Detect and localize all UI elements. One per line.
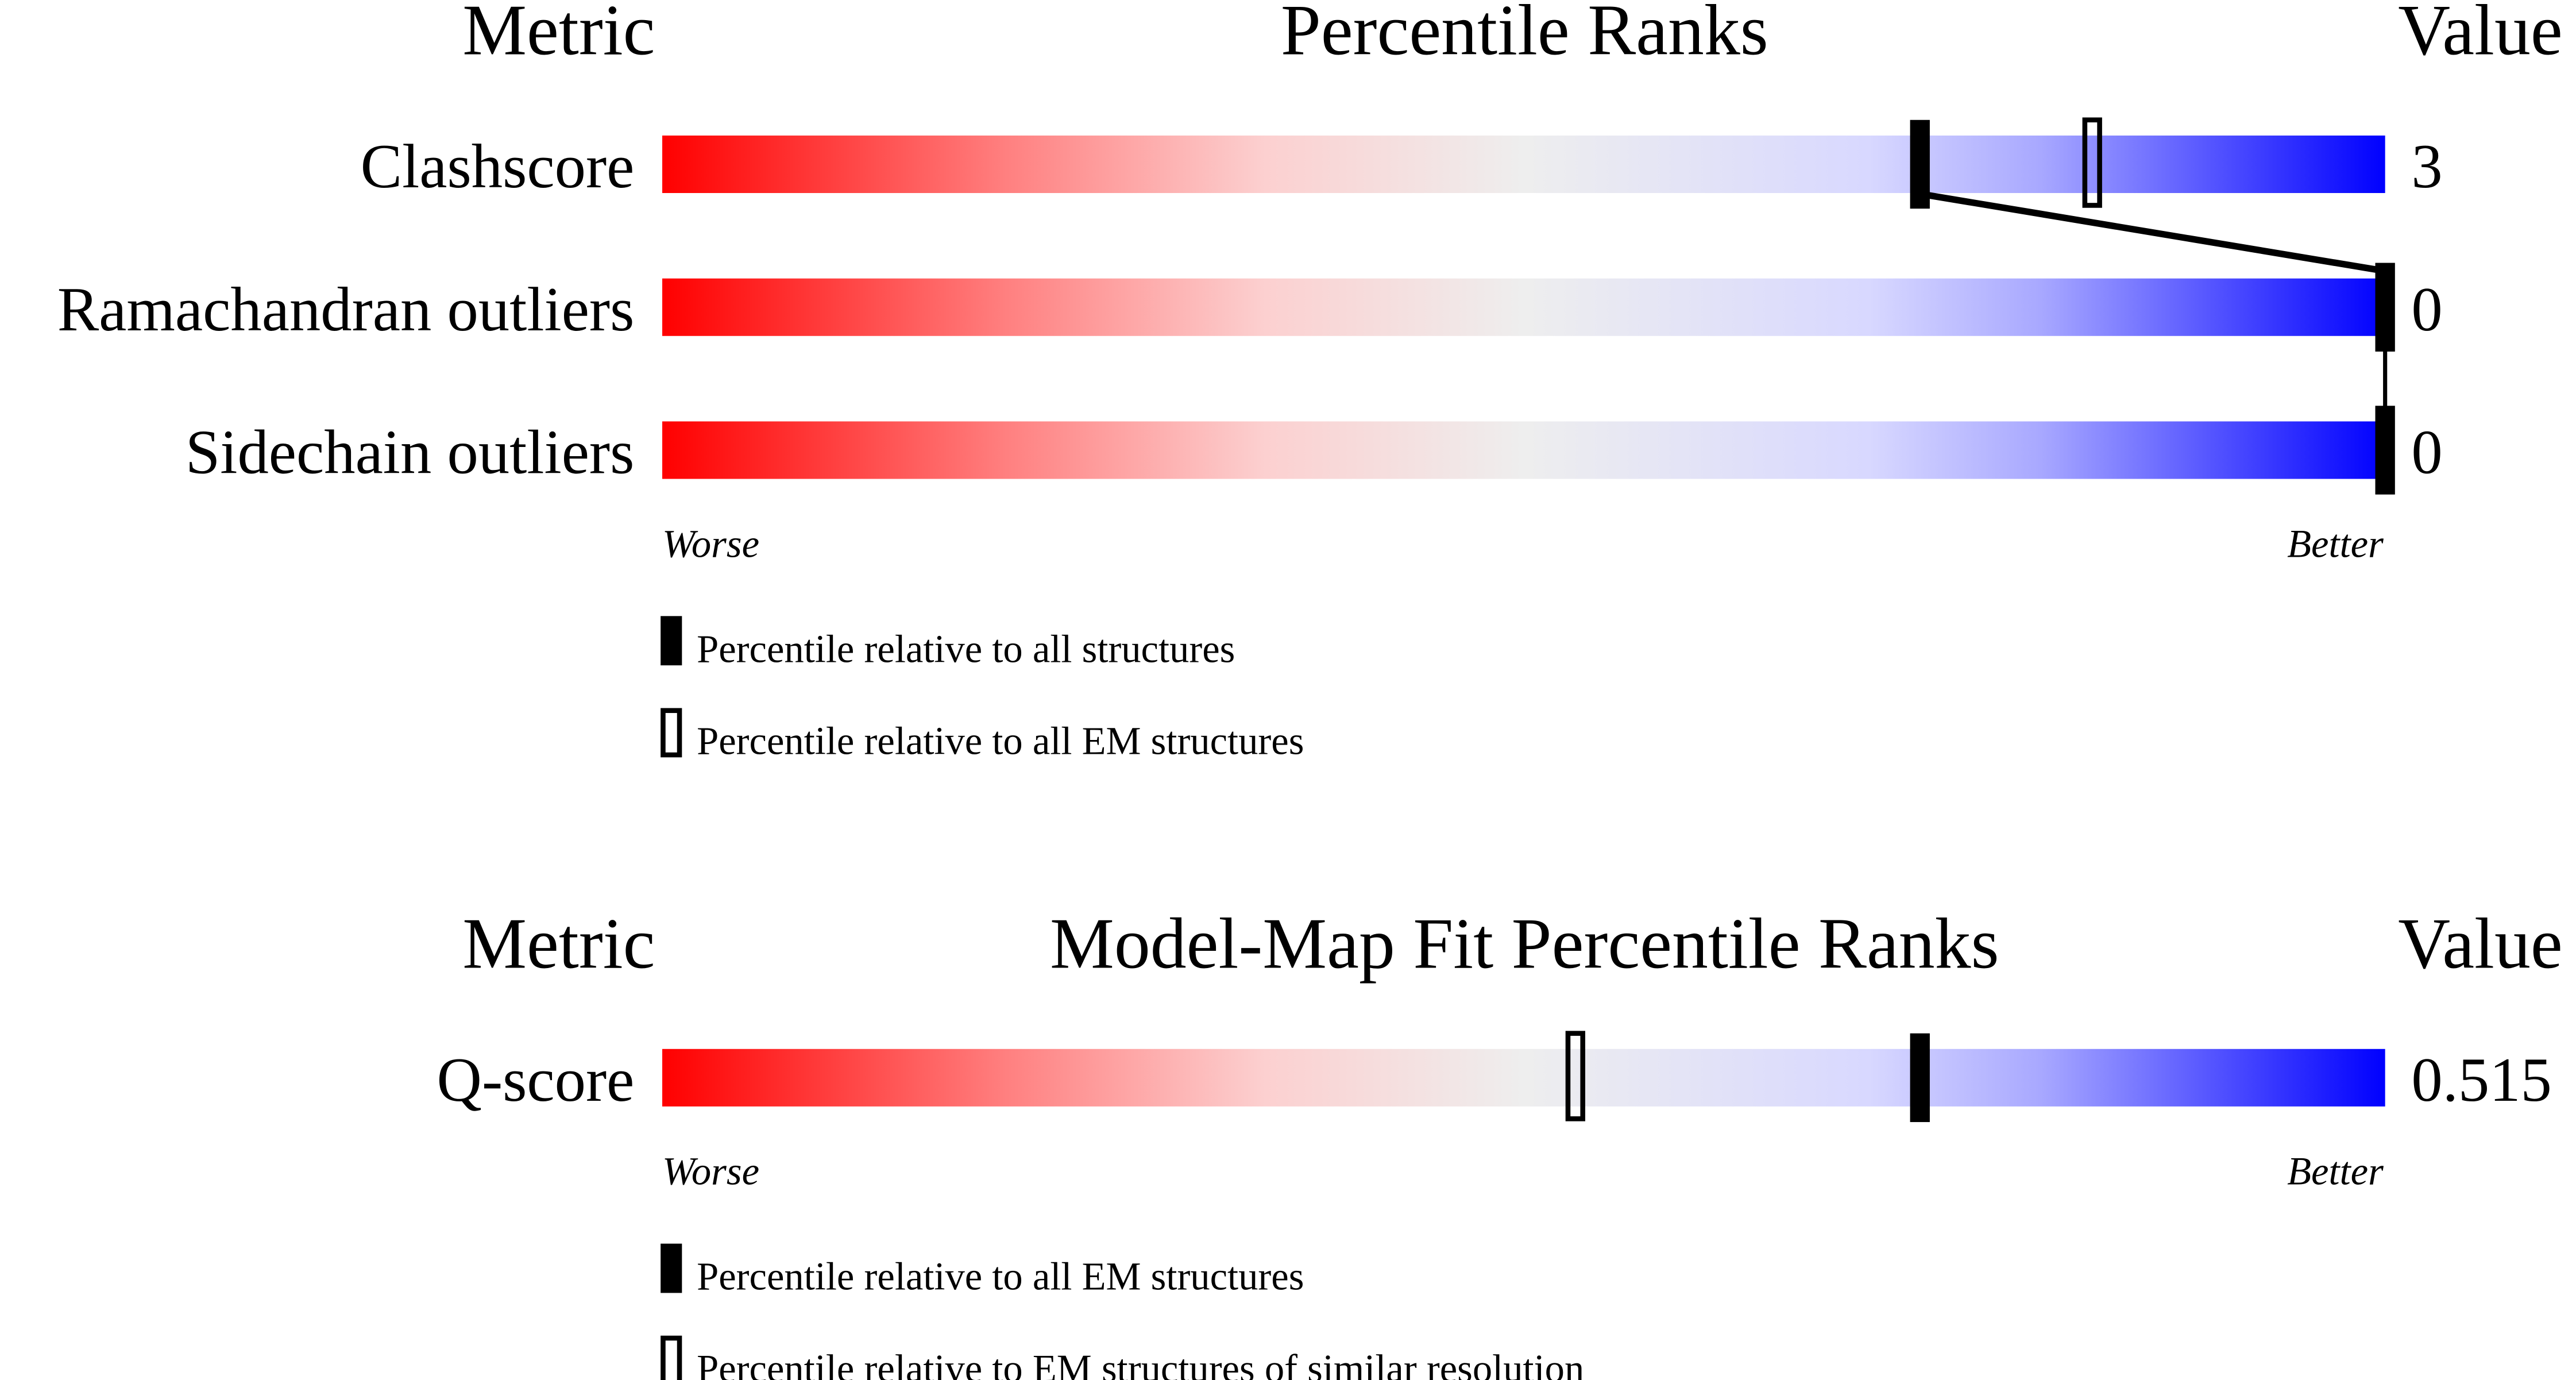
axis-label-better: Better [2287,522,2384,565]
chart-panel-0: Metric Percentile Ranks Value Clashscore 3 Ra… [57,0,2563,763]
legend-filled-marker-icon [661,1243,682,1293]
filled-percentile-marker [1910,120,1930,209]
axis-label-worse: Worse [662,1150,759,1193]
connector-line [1919,190,2386,275]
percentile-bar [662,135,2385,193]
metric-label: Clashscore [361,132,635,201]
open-percentile-marker [1565,1031,1585,1121]
percentile-bar [662,421,2385,479]
axis-label-worse: Worse [662,522,759,565]
metric-label: Sidechain outliers [186,418,635,487]
legend-open-marker-icon [661,1335,682,1380]
legend-open-marker-icon [661,708,682,758]
axis-label-better: Better [2287,1150,2384,1193]
filled-percentile-marker [1910,1033,1930,1123]
metric-value: 0 [2411,418,2442,487]
legend-label: Percentile relative to all EM structures [697,719,1304,763]
legend-label: Percentile relative to EM structures of … [697,1347,1584,1380]
filled-percentile-marker [2375,263,2395,352]
chart-title: Percentile Ranks [1281,0,1768,70]
header-metric: Metric [462,904,655,984]
filled-percentile-marker [2375,406,2395,495]
header-value: Value [2398,0,2562,70]
metric-value: 0.515 [2411,1045,2551,1115]
legend-label: Percentile relative to all EM structures [697,1255,1304,1298]
chart-panel-1: Metric Model-Map Fit Percentile Ranks Valu… [437,904,2563,1380]
legend-label: Percentile relative to all structures [697,627,1235,670]
metric-label: Ramachandran outliers [57,275,635,344]
metric-value: 3 [2411,132,2442,201]
header-metric: Metric [462,0,655,70]
chart-title: Model-Map Fit Percentile Ranks [1050,904,1999,984]
percentile-bar [662,278,2385,336]
metric-label: Q-score [437,1045,635,1115]
open-percentile-marker [2082,117,2102,208]
header-value: Value [2398,904,2562,984]
percentile-bar [662,1049,2385,1107]
legend-filled-marker-icon [661,616,682,666]
metric-value: 0 [2411,275,2442,344]
